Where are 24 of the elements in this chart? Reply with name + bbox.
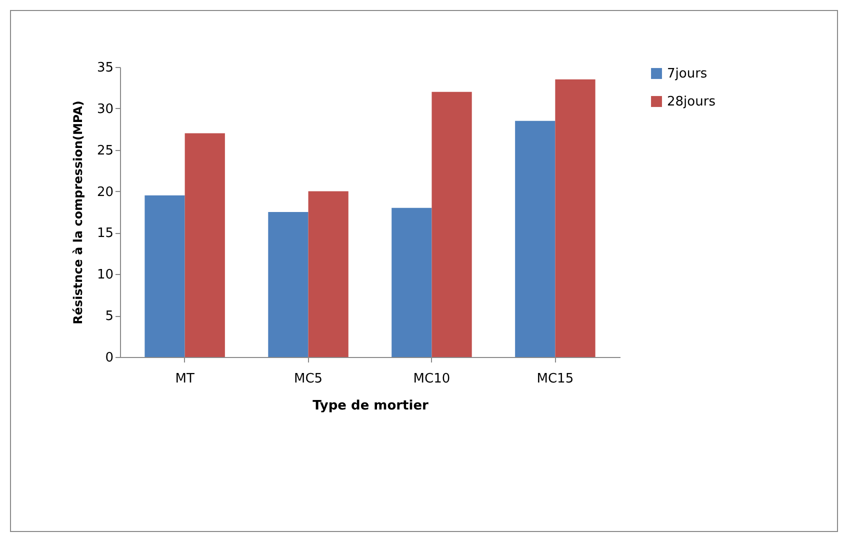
x-tick-label: MC15 <box>536 372 574 386</box>
bar <box>144 195 185 357</box>
x-tick-label: MC5 <box>294 372 323 386</box>
bar <box>268 212 308 357</box>
legend-label: 7jours <box>667 66 708 82</box>
x-tick-label: MC10 <box>413 372 450 386</box>
y-tick-label: 5 <box>105 309 114 324</box>
bar <box>184 133 225 357</box>
y-tick-label: 15 <box>96 226 114 242</box>
y-tick-label: 20 <box>96 184 114 200</box>
y-tick-label: 35 <box>96 60 114 76</box>
bar <box>392 208 432 357</box>
y-tick-label: 30 <box>96 102 114 117</box>
x-tick-label: MT <box>175 372 194 386</box>
y-tick-label: 10 <box>96 268 114 283</box>
bar <box>555 79 596 357</box>
y-axis-title: Résistnce à la compression(MPA) <box>70 100 85 324</box>
legend-label: 28jours <box>667 94 716 110</box>
y-tick-label: 0 <box>105 350 114 366</box>
bar <box>432 92 472 357</box>
x-axis-title: Type de mortier <box>312 398 430 414</box>
bar <box>308 191 348 357</box>
y-tick-label: 25 <box>96 143 114 158</box>
bar <box>515 120 556 357</box>
